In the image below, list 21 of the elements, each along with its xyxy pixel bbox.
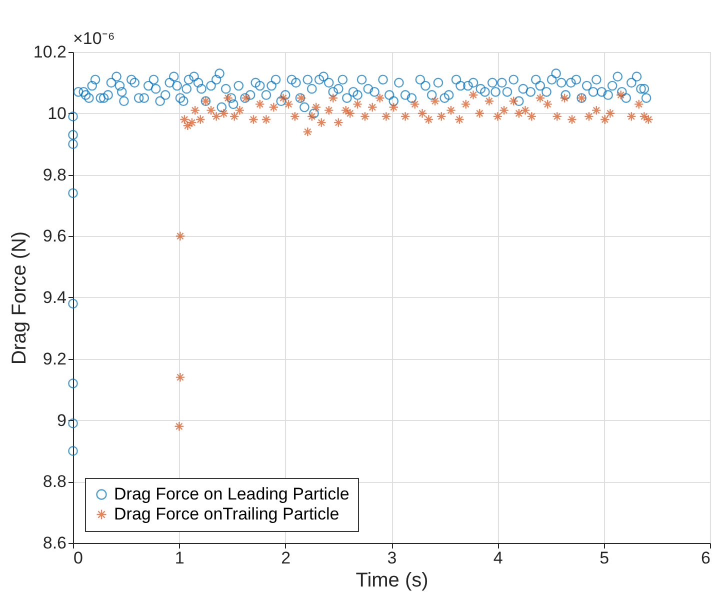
- legend-label: Drag Force on Leading Particle: [114, 484, 350, 504]
- y-tick-label: 9: [57, 410, 66, 430]
- y-tick-label: 8.8: [42, 472, 66, 492]
- y-tick-label: 10: [48, 104, 66, 123]
- y-tick-label: 9.6: [42, 226, 66, 246]
- y-tick-label: 9.4: [42, 288, 66, 307]
- y-axis-title: Drag Force (N): [8, 231, 30, 365]
- y-tick-label: 9.2: [42, 349, 66, 368]
- x-tick-label: 0: [74, 548, 83, 568]
- x-tick-label: 5: [600, 548, 610, 568]
- text: ×10⁻⁶: [73, 29, 115, 48]
- x-tick-label: 2: [281, 548, 291, 568]
- y-tick-label: 9.8: [42, 165, 66, 184]
- x-tick-label: 1: [174, 548, 184, 568]
- x-tick-label: 6: [701, 548, 710, 568]
- x-tick-label: 3: [387, 548, 397, 568]
- x-axis-title: Time (s): [356, 570, 428, 592]
- legend-label: Drag Force onTrailing Particle: [114, 504, 340, 524]
- x-tick-label: 4: [493, 548, 503, 568]
- y-tick-label: 8.6: [42, 534, 66, 552]
- y-tick-label: 10.2: [33, 42, 66, 62]
